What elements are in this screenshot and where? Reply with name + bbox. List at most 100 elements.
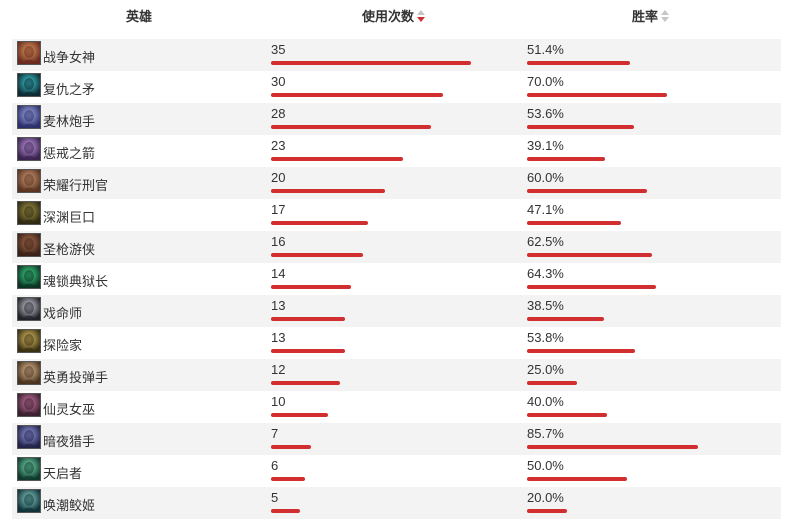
uses-bar — [271, 189, 385, 193]
thresh-portrait-icon[interactable] — [17, 265, 41, 289]
uses-count: 5 — [271, 490, 279, 505]
table-row[interactable]: 唤潮鲛姬 5 20.0% — [12, 487, 781, 519]
uses-count: 10 — [271, 394, 286, 409]
uses-count: 13 — [271, 298, 286, 313]
winrate-value: 53.6% — [527, 106, 564, 121]
table-row[interactable]: 戏命师 13 38.5% — [12, 295, 781, 327]
winrate-bar — [527, 317, 604, 321]
uses-bar — [271, 253, 363, 257]
winrate-bar — [527, 477, 627, 481]
uses-count: 30 — [271, 74, 286, 89]
table-row[interactable]: 战争女神 35 51.4% — [12, 39, 781, 71]
winrate-bar — [527, 93, 667, 97]
table-row[interactable]: 复仇之矛 30 70.0% — [12, 71, 781, 103]
uses-bar — [271, 93, 443, 97]
kalista-portrait-icon[interactable] — [17, 73, 41, 97]
vayne-portrait-icon[interactable] — [17, 425, 41, 449]
table-row[interactable]: 英勇投弹手 12 25.0% — [12, 359, 781, 391]
table-row[interactable]: 天启者 6 50.0% — [12, 455, 781, 487]
sort-desc-icon[interactable] — [417, 10, 426, 22]
winrate-bar — [527, 221, 621, 225]
hero-name[interactable]: 圣枪游侠 — [43, 242, 96, 257]
winrate-bar — [527, 381, 577, 385]
uses-bar — [271, 445, 311, 449]
winrate-bar — [527, 413, 607, 417]
uses-count: 23 — [271, 138, 286, 153]
table-row[interactable]: 深渊巨口 17 47.1% — [12, 199, 781, 231]
lulu-portrait-icon[interactable] — [17, 393, 41, 417]
uses-bar — [271, 285, 351, 289]
winrate-bar — [527, 189, 647, 193]
winrate-value: 39.1% — [527, 138, 564, 153]
column-header-hero: 英雄 — [126, 9, 153, 24]
uses-bar — [271, 509, 300, 513]
hero-name[interactable]: 天启者 — [43, 466, 83, 481]
table-row[interactable]: 魂锁典狱长 14 64.3% — [12, 263, 781, 295]
winrate-bar — [527, 61, 630, 65]
hero-name[interactable]: 仙灵女巫 — [43, 402, 96, 417]
sivir-portrait-icon[interactable] — [17, 41, 41, 65]
winrate-bar — [527, 157, 605, 161]
hero-name[interactable]: 麦林炮手 — [43, 114, 96, 129]
winrate-value: 25.0% — [527, 362, 564, 377]
uses-bar — [271, 221, 368, 225]
hero-name[interactable]: 魂锁典狱长 — [43, 274, 109, 289]
hero-name[interactable]: 探险家 — [43, 338, 83, 353]
table-row[interactable]: 惩戒之箭 23 39.1% — [12, 135, 781, 167]
uses-count: 16 — [271, 234, 286, 249]
table-row[interactable]: 探险家 13 53.8% — [12, 327, 781, 359]
draven-portrait-icon[interactable] — [17, 169, 41, 193]
corki-portrait-icon[interactable] — [17, 361, 41, 385]
winrate-value: 51.4% — [527, 42, 564, 57]
hero-name[interactable]: 唤潮鲛姬 — [43, 498, 96, 513]
uses-bar — [271, 61, 471, 65]
nami-portrait-icon[interactable] — [17, 489, 41, 513]
column-header-uses[interactable]: 使用次数 — [362, 6, 426, 25]
table-row[interactable]: 麦林炮手 28 53.6% — [12, 103, 781, 135]
winrate-value: 40.0% — [527, 394, 564, 409]
tristana-portrait-icon[interactable] — [17, 105, 41, 129]
winrate-bar — [527, 509, 567, 513]
winrate-bar — [527, 285, 656, 289]
winrate-bar — [527, 253, 652, 257]
winrate-bar — [527, 349, 635, 353]
table-row[interactable]: 荣耀行刑官 20 60.0% — [12, 167, 781, 199]
winrate-value: 50.0% — [527, 458, 564, 473]
uses-bar — [271, 125, 431, 129]
lucian-portrait-icon[interactable] — [17, 233, 41, 257]
ezreal-portrait-icon[interactable] — [17, 329, 41, 353]
hero-name[interactable]: 惩戒之箭 — [43, 146, 96, 161]
uses-bar — [271, 381, 340, 385]
uses-bar — [271, 349, 345, 353]
hero-name[interactable]: 复仇之矛 — [43, 82, 96, 97]
table-row[interactable]: 仙灵女巫 10 40.0% — [12, 391, 781, 423]
winrate-bar — [527, 125, 634, 129]
hero-name[interactable]: 暗夜猎手 — [43, 434, 96, 449]
table-row[interactable]: 圣枪游侠 16 62.5% — [12, 231, 781, 263]
uses-bar — [271, 317, 345, 321]
table-header: 英雄 使用次数 胜率 — [0, 0, 799, 28]
kogmaw-portrait-icon[interactable] — [17, 201, 41, 225]
table-row[interactable]: 暗夜猎手 7 85.7% — [12, 423, 781, 455]
hero-name[interactable]: 戏命师 — [43, 306, 83, 321]
column-header-winrate[interactable]: 胜率 — [632, 6, 670, 25]
uses-count: 13 — [271, 330, 286, 345]
karma-portrait-icon[interactable] — [17, 457, 41, 481]
uses-count: 35 — [271, 42, 286, 57]
jhin-portrait-icon[interactable] — [17, 297, 41, 321]
uses-count: 12 — [271, 362, 286, 377]
winrate-value: 85.7% — [527, 426, 564, 441]
winrate-bar — [527, 445, 698, 449]
varus-portrait-icon[interactable] — [17, 137, 41, 161]
uses-count: 20 — [271, 170, 286, 185]
uses-count: 17 — [271, 202, 286, 217]
uses-count: 14 — [271, 266, 286, 281]
hero-name[interactable]: 英勇投弹手 — [43, 370, 109, 385]
hero-name[interactable]: 战争女神 — [43, 50, 96, 65]
hero-name[interactable]: 深渊巨口 — [43, 210, 96, 225]
hero-name[interactable]: 荣耀行刑官 — [43, 178, 109, 193]
sort-icon[interactable] — [661, 10, 670, 22]
column-header-winrate-label: 胜率 — [632, 9, 659, 24]
uses-bar — [271, 413, 328, 417]
winrate-value: 47.1% — [527, 202, 564, 217]
